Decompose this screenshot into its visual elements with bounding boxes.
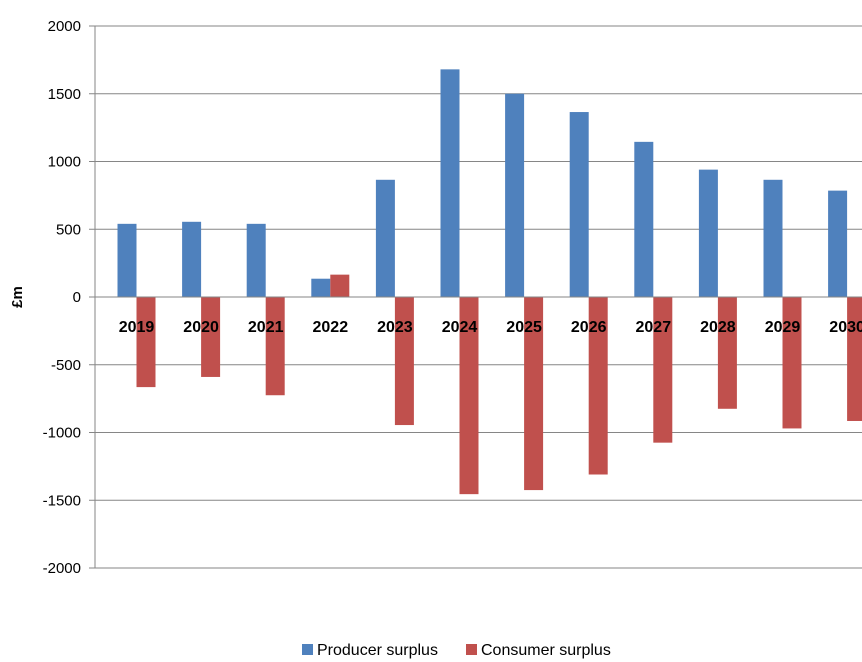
bar-consumer-2023 (394, 297, 414, 426)
bar-consumer-2019 (136, 297, 156, 388)
bar-producer-2022 (311, 278, 331, 297)
x-tick-label: 2030 (829, 319, 862, 336)
x-tick-label: 2028 (700, 319, 736, 336)
bar-consumer-2022 (330, 274, 350, 297)
bar-consumer-2025 (524, 297, 544, 491)
y-tick-label: 1000 (48, 154, 81, 171)
bar-producer-2019 (117, 223, 137, 297)
bar-producer-2028 (698, 169, 718, 297)
bar-producer-2021 (246, 223, 266, 297)
x-tick-label: 2025 (506, 319, 542, 336)
bar-consumer-2029 (782, 297, 802, 429)
bar-producer-2029 (763, 179, 783, 297)
x-tick-label: 2022 (313, 319, 349, 336)
bar-producer-2020 (182, 221, 202, 297)
y-tick-label: 0 (73, 289, 81, 306)
bars (117, 69, 862, 495)
x-tick-label: 2020 (183, 319, 219, 336)
x-tick-label: 2024 (442, 319, 478, 336)
y-tick-label: 500 (56, 221, 81, 238)
y-tick-label: 2000 (48, 18, 81, 35)
bar-consumer-2027 (653, 297, 673, 443)
y-axis-ticks: 2000 1500 1000 500 0 -500 -1000 -1500 -2000 (43, 18, 81, 577)
legend-label-producer: Producer surplus (317, 642, 438, 659)
x-axis-ticks: 2019 2020 2021 2022 2023 2024 2025 2026 2027 2028… (119, 319, 862, 336)
bar-consumer-2021 (265, 297, 285, 396)
x-tick-label: 2026 (571, 319, 607, 336)
x-tick-label: 2023 (377, 319, 413, 336)
x-tick-label: 2029 (765, 319, 801, 336)
bar-consumer-2024 (459, 297, 479, 495)
bar-consumer-2026 (588, 297, 608, 475)
bar-producer-2030 (828, 190, 848, 297)
x-tick-label: 2027 (636, 319, 672, 336)
y-axis-label: £m (9, 286, 26, 308)
bar-consumer-2030 (847, 297, 862, 421)
bar-producer-2025 (505, 93, 525, 297)
y-tick-label: -1500 (43, 492, 81, 509)
legend-swatch-producer (302, 644, 313, 655)
y-tick-label: -2000 (43, 560, 81, 577)
bar-producer-2024 (440, 69, 460, 297)
legend-swatch-consumer (466, 644, 477, 655)
bar-producer-2026 (569, 112, 589, 297)
bar-producer-2023 (375, 179, 395, 297)
y-tick-label: -500 (51, 357, 81, 374)
bar-consumer-2020 (201, 297, 221, 377)
x-tick-label: 2019 (119, 319, 155, 336)
x-tick-label: 2021 (248, 319, 284, 336)
bar-consumer-2028 (717, 297, 737, 409)
bar-producer-2027 (634, 141, 654, 297)
y-tick-label: 1500 (48, 86, 81, 103)
legend-label-consumer: Consumer surplus (481, 642, 611, 659)
y-tick-label: -1000 (43, 425, 81, 442)
legend: Producer surplus Consumer surplus (302, 642, 611, 659)
